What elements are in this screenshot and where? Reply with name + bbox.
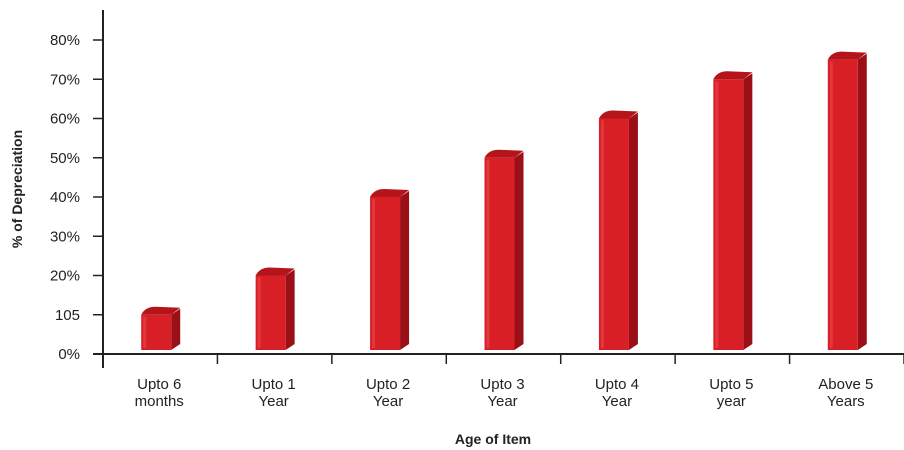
bar-top <box>255 267 295 276</box>
y-tick-label: 40% <box>50 189 80 206</box>
x-axis-title: Age of Item <box>455 431 531 447</box>
bar-top <box>484 149 524 158</box>
y-tick-label: 20% <box>50 268 80 285</box>
bar <box>141 306 181 350</box>
x-tick-label: Upto 3 Year <box>480 376 524 410</box>
bar-side <box>628 112 638 350</box>
bar-top <box>598 110 638 119</box>
x-tick-label: Upto 4 Year <box>595 376 639 410</box>
bar-highlight <box>829 61 833 348</box>
bar <box>598 110 638 350</box>
bars <box>141 51 867 350</box>
y-tick-label: 60% <box>50 111 80 128</box>
bar <box>255 267 295 350</box>
bar-highlight <box>486 159 490 348</box>
bar <box>370 189 410 350</box>
bar-top <box>141 306 181 315</box>
bar <box>827 51 867 350</box>
bar-highlight <box>715 81 719 348</box>
bar-side <box>514 151 524 350</box>
y-tick-label: 50% <box>50 150 80 167</box>
y-tick-label: 80% <box>50 32 80 49</box>
bar-side <box>400 191 410 350</box>
bar <box>484 149 524 350</box>
bar-side <box>285 269 295 350</box>
y-tick-label: 0% <box>58 346 80 363</box>
bar-highlight <box>257 277 261 348</box>
x-tick-label: Above 5 Years <box>818 376 873 410</box>
bar-highlight <box>143 316 147 348</box>
x-axis-ticks: Upto 6 months Upto 1 Year Upto 2 Year Upto 3 Ye… <box>135 354 904 410</box>
bar-highlight <box>372 199 376 348</box>
bar-side <box>171 308 181 350</box>
y-tick-label: 105 <box>55 307 80 324</box>
y-axis-ticks: 0% 105 20% 30% 40% 50% 60% 70% 80% <box>50 32 103 363</box>
bar <box>713 71 753 350</box>
y-axis-title: % of Depreciation <box>9 130 25 248</box>
x-tick-label: Upto 6 months <box>135 376 184 410</box>
y-tick-label: 70% <box>50 71 80 88</box>
bar-side <box>857 53 867 350</box>
x-tick-label: Upto 1 Year <box>252 376 296 410</box>
x-tick-label: Upto 5 year <box>709 376 753 410</box>
y-tick-label: 30% <box>50 228 80 245</box>
bar-top <box>370 189 410 197</box>
x-tick-label: Upto 2 Year <box>366 376 410 410</box>
bar-side <box>743 73 753 350</box>
bar-top <box>827 51 867 60</box>
bar-highlight <box>600 120 604 348</box>
bar-top <box>713 71 753 80</box>
